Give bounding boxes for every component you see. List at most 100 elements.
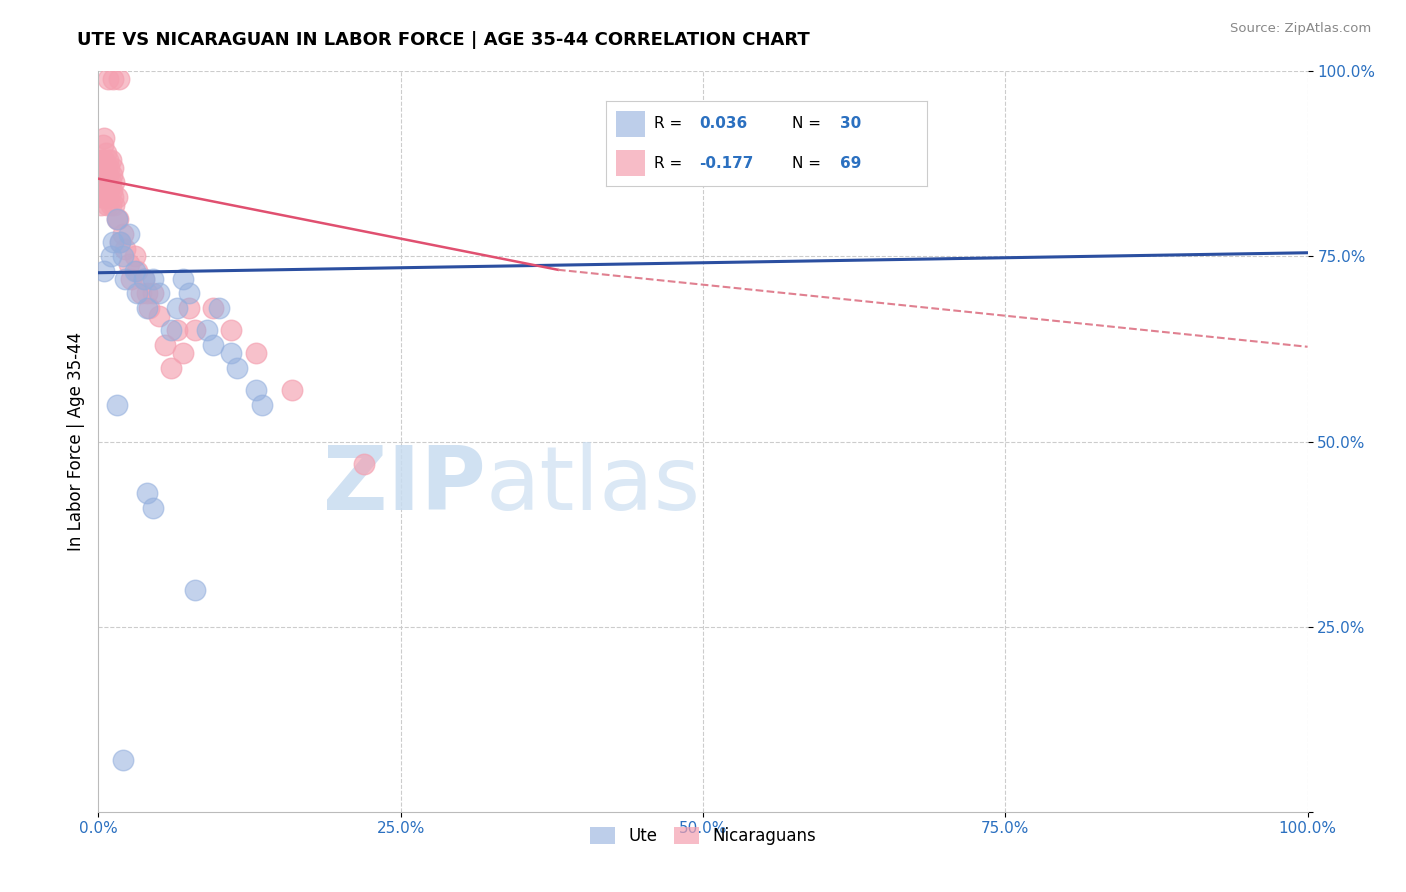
Point <box>87 175 110 190</box>
Point <box>124 250 146 264</box>
Point <box>134 271 156 285</box>
Point <box>153 338 176 352</box>
Point <box>114 271 136 285</box>
Point <box>93 168 115 182</box>
Point <box>97 168 120 182</box>
Point <box>127 264 149 278</box>
Point <box>148 309 170 323</box>
Point <box>97 71 120 86</box>
Point <box>101 161 124 175</box>
Point <box>97 190 120 204</box>
Y-axis label: In Labor Force | Age 35-44: In Labor Force | Age 35-44 <box>66 332 84 551</box>
Point <box>226 360 249 375</box>
Point <box>134 271 156 285</box>
Point <box>142 271 165 285</box>
Point <box>138 301 160 316</box>
Point <box>202 301 225 316</box>
Point <box>94 168 117 182</box>
Point <box>96 175 118 190</box>
Text: atlas: atlas <box>485 442 700 530</box>
Point <box>166 301 188 316</box>
Point <box>250 398 273 412</box>
Point <box>97 153 120 168</box>
Point <box>127 286 149 301</box>
Point <box>105 212 128 227</box>
Point <box>124 264 146 278</box>
Point <box>91 168 114 182</box>
Point <box>281 383 304 397</box>
Point <box>111 753 134 767</box>
Point <box>129 286 152 301</box>
Point <box>111 250 134 264</box>
Point <box>179 301 201 316</box>
Point <box>93 153 115 168</box>
Point <box>118 227 141 242</box>
Point <box>105 398 128 412</box>
Point <box>160 360 183 375</box>
Point <box>107 212 129 227</box>
Point <box>118 257 141 271</box>
Point <box>179 286 201 301</box>
Point <box>160 324 183 338</box>
Point <box>221 324 243 338</box>
Point <box>135 301 157 316</box>
Point <box>245 383 267 397</box>
Point <box>93 131 115 145</box>
Point <box>100 250 122 264</box>
Point <box>135 486 157 500</box>
Point <box>91 183 114 197</box>
Text: Source: ZipAtlas.com: Source: ZipAtlas.com <box>1230 22 1371 36</box>
Point <box>89 168 111 182</box>
Point <box>172 345 194 359</box>
Point <box>93 264 115 278</box>
Text: UTE VS NICARAGUAN IN LABOR FORCE | AGE 35-44 CORRELATION CHART: UTE VS NICARAGUAN IN LABOR FORCE | AGE 3… <box>77 31 810 49</box>
Point <box>91 168 114 182</box>
Point <box>91 153 114 168</box>
Point <box>96 161 118 175</box>
Point <box>90 183 112 197</box>
Point <box>142 286 165 301</box>
Point <box>148 286 170 301</box>
Point <box>98 161 121 175</box>
Point <box>195 324 218 338</box>
Point <box>100 175 122 190</box>
Point <box>108 71 131 86</box>
Point <box>172 271 194 285</box>
Point <box>184 324 207 338</box>
Point <box>91 153 114 168</box>
Point <box>142 501 165 516</box>
Point <box>100 153 122 168</box>
Point <box>101 71 124 86</box>
Point <box>96 197 118 211</box>
Point <box>101 190 124 204</box>
Point <box>105 190 128 204</box>
Text: ZIP: ZIP <box>322 442 485 530</box>
Point <box>114 242 136 256</box>
Point <box>108 235 131 249</box>
Point <box>94 145 117 160</box>
Point <box>184 582 207 597</box>
Point <box>103 175 125 190</box>
Point <box>108 235 131 249</box>
Point <box>353 457 375 471</box>
Legend: Ute, Nicaraguans: Ute, Nicaraguans <box>583 820 823 852</box>
Point <box>94 190 117 204</box>
Point <box>208 301 231 316</box>
Point <box>202 338 225 352</box>
Point <box>100 168 122 182</box>
Point <box>90 197 112 211</box>
Point <box>111 227 134 242</box>
Point <box>245 345 267 359</box>
Point <box>93 190 115 204</box>
Point <box>87 190 110 204</box>
Point <box>166 324 188 338</box>
Point <box>98 183 121 197</box>
Point <box>100 183 122 197</box>
Point <box>91 190 114 204</box>
Point <box>90 161 112 175</box>
Point <box>100 197 122 211</box>
Point <box>105 212 128 227</box>
Point <box>135 286 157 301</box>
Point <box>221 345 243 359</box>
Point <box>120 271 142 285</box>
